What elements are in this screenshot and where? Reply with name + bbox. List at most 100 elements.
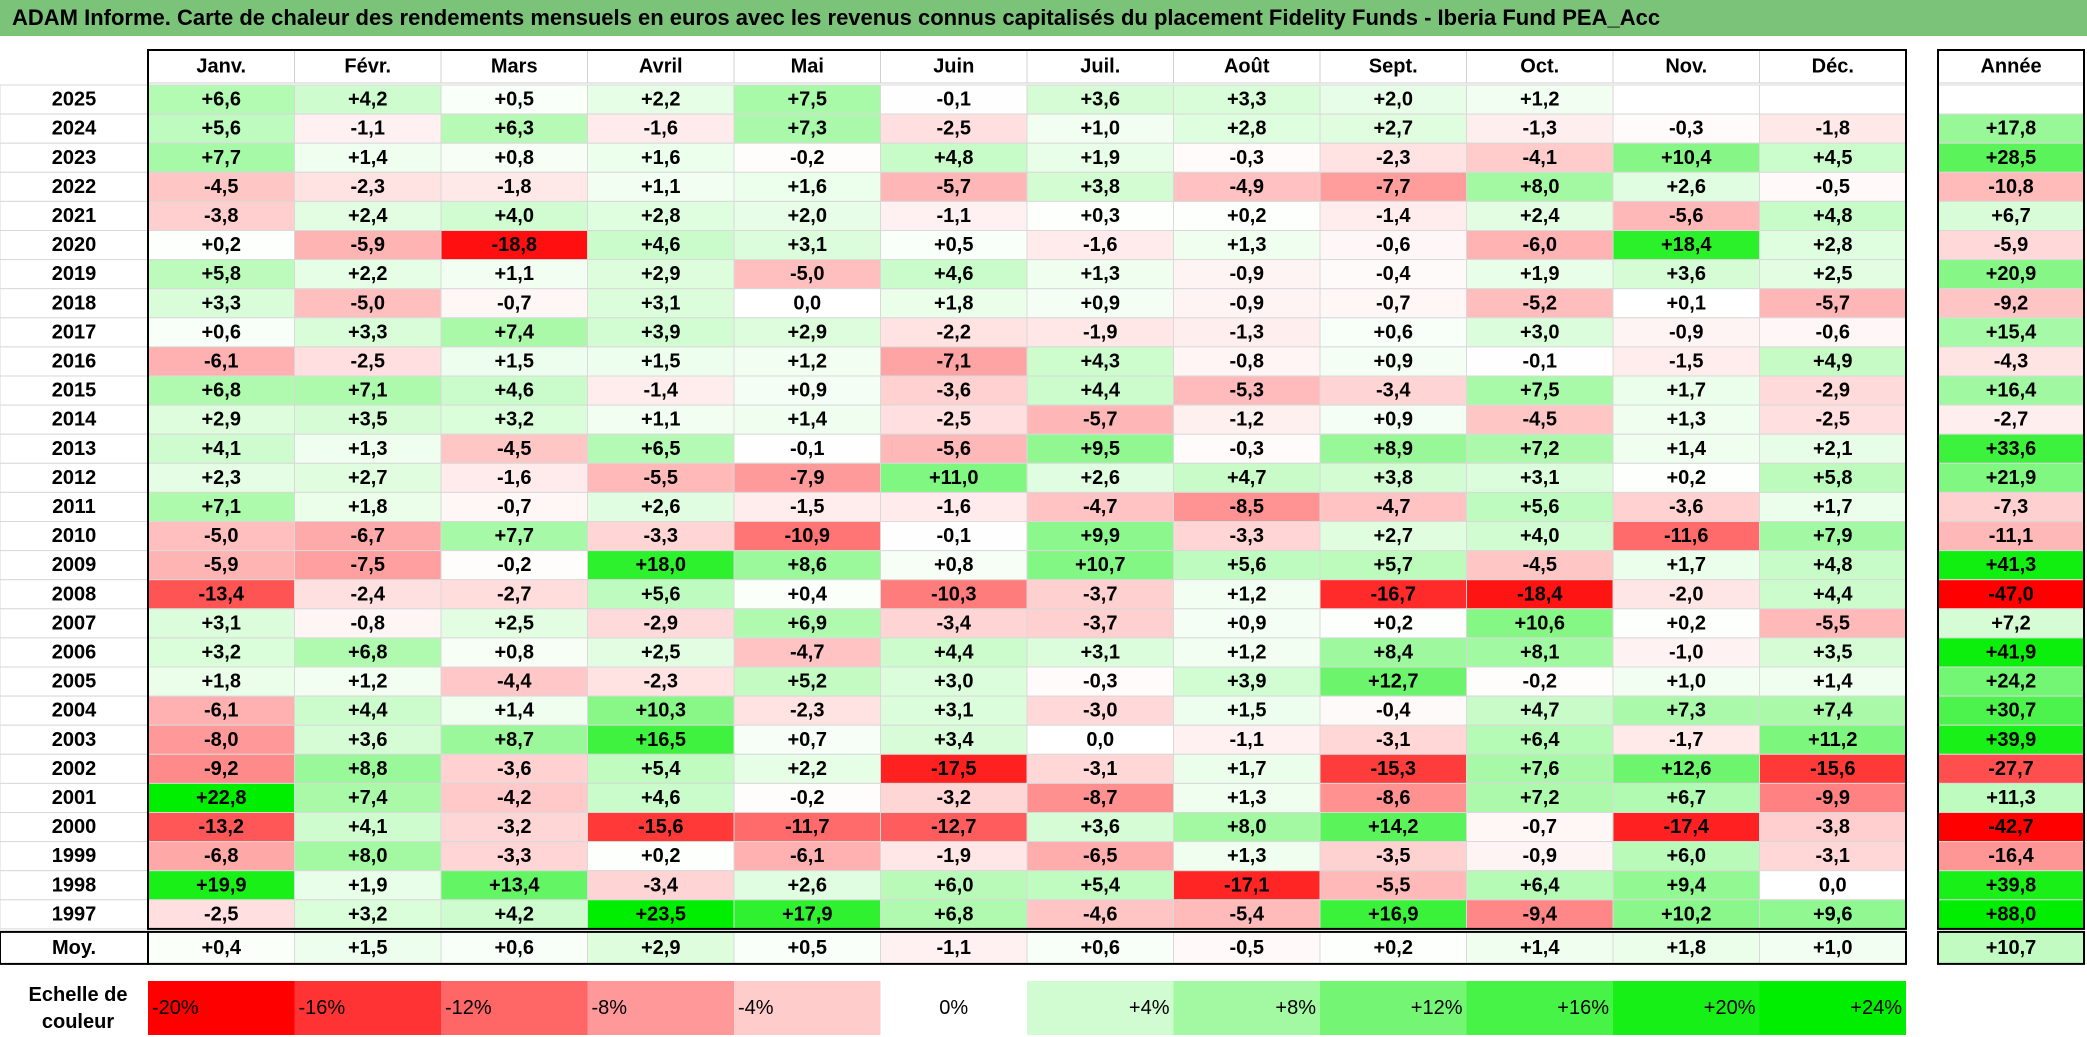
heat-cell [294, 142, 442, 173]
heat-cell-value: +1,6 [641, 147, 680, 169]
heat-cell [1466, 346, 1614, 377]
heat-cell [1759, 200, 1907, 231]
heat-cell [294, 870, 442, 901]
heat-cell [1173, 230, 1321, 261]
heat-cell-value: +5,4 [1081, 874, 1121, 896]
heat-cell-value: -2,0 [1669, 583, 1703, 605]
year-label-cell [0, 550, 149, 581]
heat-cell [1026, 230, 1174, 261]
heat-cell-value: +3,6 [348, 729, 387, 751]
heat-cell-value: +6,4 [1520, 874, 1560, 896]
heat-cell [587, 608, 735, 639]
heat-cell [1319, 375, 1467, 406]
scale-swatch-label: -20% [152, 997, 199, 1019]
heat-cell-value: -1,0 [1669, 641, 1703, 663]
heat-cell [733, 841, 881, 872]
heat-cell-value: +2,1 [1813, 438, 1852, 460]
heat-cell [1612, 171, 1760, 202]
heat-cell [880, 666, 1028, 697]
annual-cell [1937, 259, 2085, 290]
heat-cell [587, 899, 735, 930]
heat-cell-value: -4,6 [1083, 903, 1117, 925]
heat-cell [1759, 317, 1907, 348]
heat-cell-value: -2,2 [937, 321, 971, 343]
scale-swatch-label: +16% [1557, 997, 1609, 1019]
heat-cell [1612, 230, 1760, 261]
heat-cell [294, 782, 442, 814]
heat-cell [1759, 870, 1907, 901]
heat-cell-value: +4,2 [348, 89, 387, 111]
heat-cell-value: -0,2 [497, 554, 531, 576]
heat-cell-value: +0,2 [1667, 467, 1706, 489]
year-label: 2023 [52, 147, 97, 169]
heat-cell [1466, 637, 1614, 668]
heat-cell [294, 841, 442, 872]
heat-cell [733, 782, 881, 814]
heat-cell [147, 491, 295, 522]
heat-cell-value: -4,1 [1523, 147, 1557, 169]
heat-cell-value: +0,5 [934, 234, 973, 256]
heat-cell [1173, 375, 1321, 406]
heat-cell [1173, 200, 1321, 231]
heat-cell-value: -5,2 [1523, 292, 1557, 314]
heat-cell-value: -0,2 [790, 147, 824, 169]
heat-cell [587, 695, 735, 726]
heat-cell-value: +10,3 [635, 700, 686, 722]
heat-cell-value: +22,8 [196, 787, 247, 809]
heat-cell-value: +0,9 [1227, 612, 1266, 634]
heat-cell-value: -4,9 [1230, 176, 1264, 198]
heat-cell-value: +1,0 [1667, 671, 1706, 693]
heat-cell [880, 812, 1028, 843]
heat-cell-value: +1,7 [1227, 758, 1266, 780]
heat-cell-value: +3,3 [348, 321, 387, 343]
heat-cell [1173, 608, 1321, 639]
heat-cell-value: -5,5 [1376, 874, 1410, 896]
heat-cell-value: +5,6 [641, 583, 680, 605]
heat-cell [1759, 608, 1907, 639]
heat-cell-value: +5,6 [1227, 554, 1266, 576]
heat-cell-value: +19,9 [196, 874, 247, 896]
annual-cell [1937, 753, 2085, 784]
average-cell-value: -0,5 [1230, 937, 1264, 959]
heat-cell [1026, 346, 1174, 377]
annual-header: Année [1980, 56, 2041, 78]
heat-cell-value: +6,6 [202, 89, 241, 111]
heat-cell-value: -10,3 [931, 583, 977, 605]
annual-cell-value: -5,9 [1994, 234, 2028, 256]
month-header: Janv. [196, 56, 246, 78]
heat-cell-value: -8,0 [204, 729, 238, 751]
annual-cell-value: -9,2 [1994, 292, 2028, 314]
heat-cell-value: -6,8 [204, 845, 238, 867]
heat-cell-value: +1,1 [641, 409, 680, 431]
heat-cell-value: +3,1 [641, 292, 680, 314]
heat-cell [440, 521, 588, 552]
year-label: 2024 [52, 118, 97, 140]
heat-cell-value: +0,1 [1667, 292, 1706, 314]
heat-cell [1319, 200, 1467, 231]
heat-cell [1466, 142, 1614, 173]
heat-cell [294, 113, 442, 144]
heat-cell [1173, 550, 1321, 581]
heat-cell-value: +1,3 [1227, 845, 1266, 867]
heat-cell-value: +3,2 [495, 409, 534, 431]
heat-cell-value: +1,2 [1520, 89, 1559, 111]
heat-cell [1173, 753, 1321, 784]
average-cell [1466, 931, 1614, 965]
heat-cell-value: +6,8 [202, 380, 241, 402]
year-label: 2021 [52, 205, 97, 227]
heat-cell [587, 550, 735, 581]
heat-cell-value: -7,7 [1376, 176, 1410, 198]
heat-cell-value: +6,0 [1667, 845, 1706, 867]
heat-cell [440, 259, 588, 290]
heat-cell-value: +0,4 [788, 583, 828, 605]
heat-cell-value: -0,3 [1669, 118, 1703, 140]
heat-cell-value: -5,7 [1816, 292, 1850, 314]
heat-cell-value: -1,6 [497, 467, 531, 489]
heat-cell-value: 0,0 [1086, 729, 1114, 751]
annual-cell-value: +24,2 [1986, 671, 2037, 693]
heat-cell [294, 259, 442, 290]
heat-cell-value: +1,9 [348, 874, 387, 896]
heat-cell-value: -3,6 [497, 758, 531, 780]
heat-cell [440, 637, 588, 668]
heat-cell [733, 200, 881, 231]
